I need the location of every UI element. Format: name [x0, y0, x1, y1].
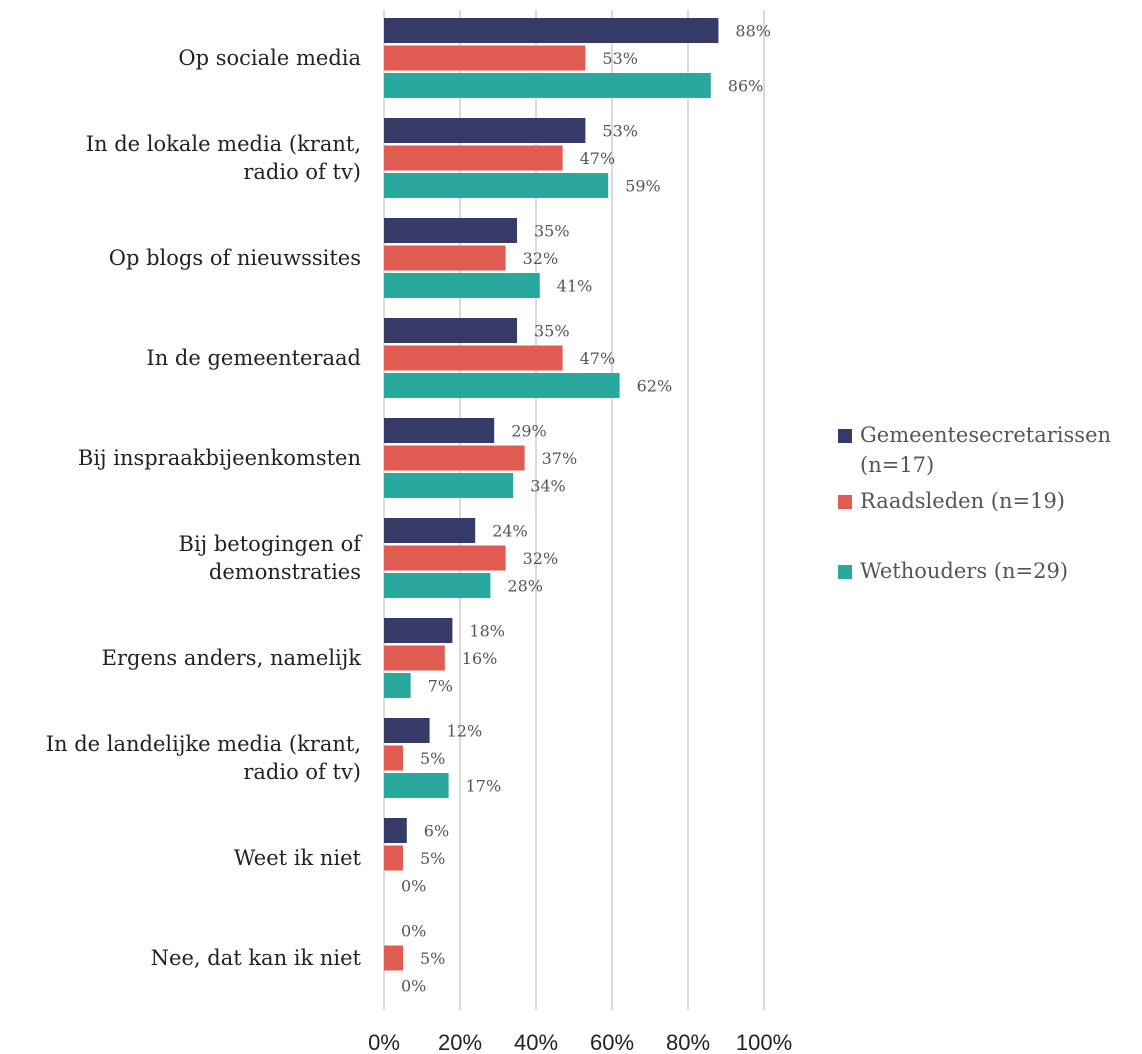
bar	[384, 273, 540, 298]
data-label: 5%	[420, 849, 445, 868]
bar	[384, 573, 491, 598]
data-label: 7%	[428, 677, 453, 696]
bar	[384, 618, 453, 643]
bar	[384, 773, 449, 798]
data-label: 88%	[735, 22, 771, 41]
data-label: 5%	[420, 749, 445, 768]
data-label: 16%	[462, 649, 498, 668]
data-label: 34%	[530, 477, 566, 496]
bar	[384, 818, 407, 843]
bar	[384, 645, 445, 671]
data-label: 5%	[420, 949, 445, 968]
data-label: 32%	[523, 549, 559, 568]
bar	[384, 345, 563, 371]
data-label: 18%	[469, 622, 505, 641]
legend: Gemeentesecretarissen (n=17) Raadsleden (n…	[838, 420, 1138, 586]
data-label: 47%	[580, 349, 616, 368]
legend-swatch	[838, 429, 852, 443]
data-label: 0%	[401, 922, 426, 941]
data-label: 0%	[401, 877, 426, 896]
x-tick-label: 0%	[368, 1030, 400, 1054]
data-label: 28%	[507, 577, 543, 596]
legend-swatch	[838, 495, 852, 509]
category-label: In de gemeenteraad	[146, 346, 361, 370]
data-label: 35%	[534, 322, 570, 341]
data-label: 29%	[511, 422, 547, 441]
category-label: Op blogs of nieuwssites	[109, 246, 361, 270]
bar	[384, 373, 620, 398]
x-tick-label: 80%	[666, 1030, 710, 1054]
data-label: 53%	[602, 122, 638, 141]
category-labels: Op sociale media In de lokale media (kran…	[46, 46, 363, 970]
bar	[384, 45, 586, 71]
bar	[384, 945, 403, 971]
category-label: Bij betogingen of demonstraties	[179, 532, 364, 584]
data-label: 17%	[466, 777, 502, 796]
bar	[384, 18, 719, 43]
data-label: 6%	[424, 822, 449, 841]
bar	[384, 445, 525, 471]
bar	[384, 673, 411, 698]
bar	[384, 718, 430, 743]
category-label: Weet ik niet	[234, 846, 362, 870]
data-label: 35%	[534, 222, 570, 241]
data-label: 37%	[542, 449, 578, 468]
data-label: 41%	[557, 277, 593, 296]
category-label: Op sociale media	[178, 46, 361, 70]
data-label: 53%	[602, 49, 638, 68]
bar	[384, 418, 495, 443]
legend-item: Raadsleden (n=19)	[838, 486, 1138, 516]
bar	[384, 218, 517, 243]
x-tick-label: 40%	[514, 1030, 558, 1054]
bar	[384, 545, 506, 571]
bar	[384, 73, 711, 98]
data-label: 86%	[728, 77, 764, 96]
x-tick-label: 60%	[590, 1030, 634, 1054]
bar	[384, 245, 506, 271]
legend-label: Gemeentesecretarissen	[860, 423, 1112, 447]
data-label: 32%	[523, 249, 559, 268]
legend-item: Wethouders (n=29)	[838, 556, 1138, 586]
category-label: Nee, dat kan ik niet	[151, 946, 362, 970]
bar	[384, 118, 586, 143]
data-label: 12%	[447, 722, 483, 741]
bars	[384, 18, 719, 971]
data-label: 0%	[401, 977, 426, 996]
data-label: 62%	[637, 377, 673, 396]
bar	[384, 518, 476, 543]
legend-label: Raadsleden (n=19)	[860, 489, 1065, 513]
data-label: 59%	[625, 177, 661, 196]
category-label: In de lokale media (krant, radio of tv)	[86, 132, 361, 184]
x-tick-label: 100%	[736, 1030, 792, 1054]
data-label: 24%	[492, 522, 528, 541]
category-label: In de landelijke media (krant, radio of t…	[46, 732, 361, 784]
bar	[384, 745, 403, 771]
bar	[384, 845, 403, 871]
bar	[384, 318, 517, 343]
data-label: 47%	[580, 149, 616, 168]
bar	[384, 173, 609, 198]
category-label: Bij inspraakbijeenkomsten	[78, 446, 361, 470]
x-axis-ticks: 0% 20% 40% 60% 80% 100%	[368, 1030, 792, 1054]
x-tick-label: 20%	[438, 1030, 482, 1054]
legend-item: Gemeentesecretarissen (n=17)	[838, 420, 1138, 480]
legend-swatch	[838, 565, 852, 579]
value-labels: 88% 53% 86% 53% 47% 59% 35% 32% 41% 35% 47% 62% 29% 3…	[401, 22, 771, 996]
bar	[384, 473, 514, 498]
legend-label: (n=17)	[860, 453, 935, 477]
category-label: Ergens anders, namelijk	[102, 646, 362, 670]
bar	[384, 145, 563, 171]
legend-label: Wethouders (n=29)	[860, 559, 1069, 583]
